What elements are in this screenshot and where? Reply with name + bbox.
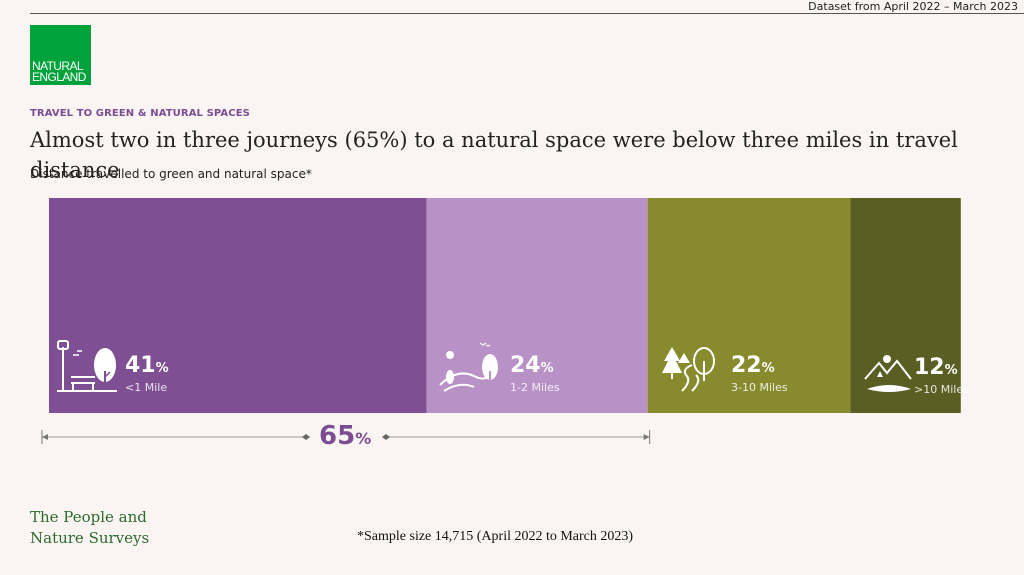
- segment-value: 41%: [125, 354, 169, 381]
- dataset-note: Dataset from April 2022 – March 2023: [808, 0, 1018, 13]
- segment-category: 3-10 Miles: [731, 381, 788, 394]
- logo-line-2: ENGLAND: [32, 70, 86, 84]
- segment-value-unit: %: [761, 361, 775, 376]
- bracket-value: 65%: [319, 421, 371, 451]
- segment-category: <1 Mile: [125, 381, 168, 394]
- segment-value-number: 24: [510, 353, 541, 378]
- park-bench-tree-icon: [57, 340, 117, 392]
- bracket-value-unit: %: [355, 429, 372, 448]
- bracket-65: [41, 430, 651, 444]
- chart-subtitle: Distance travelled to green and natural …: [30, 167, 312, 181]
- mountain-lake-icon: [864, 355, 912, 392]
- bracket-arrow-right: [643, 434, 650, 440]
- bar-segment-4: [850, 198, 961, 413]
- bracket-diamond-left: [302, 434, 310, 440]
- bracket-arrow-left: [42, 434, 48, 440]
- headline: Almost two in three journeys (65%) to a …: [30, 128, 958, 182]
- segment-label-1: 41% <1 Mile: [125, 354, 169, 395]
- segment-value-number: 41: [125, 353, 156, 378]
- segment-category: >10 Miles: [914, 383, 969, 396]
- segment-value: 24%: [510, 354, 560, 381]
- segment-value-unit: %: [944, 363, 958, 378]
- segment-label-3: 22% 3-10 Miles: [731, 354, 788, 395]
- top-rule: [30, 13, 1024, 14]
- segment-value-number: 12: [914, 355, 945, 380]
- segment-value: 22%: [731, 354, 788, 381]
- bar-segment-2: [426, 198, 648, 413]
- segment-category: 1-2 Miles: [510, 381, 560, 394]
- hills-tree-icon: [439, 342, 498, 392]
- segment-label-2: 24% 1-2 Miles: [510, 354, 560, 395]
- bracket-diamond-right: [382, 434, 390, 440]
- segment-value-unit: %: [540, 361, 554, 376]
- natural-england-logo: NATURAL ENGLAND: [30, 25, 91, 85]
- logo-line-1: NATURAL: [32, 59, 84, 73]
- brand-line-1: The People and: [30, 508, 147, 526]
- segment-label-4: 12% >10 Miles: [914, 356, 969, 397]
- segment-icons: [57, 340, 912, 392]
- bar-segments: [49, 198, 961, 413]
- section-eyebrow: TRAVEL TO GREEN & NATURAL SPACES: [30, 108, 250, 119]
- people-and-nature-brand: The People and Nature Surveys: [30, 507, 170, 549]
- bracket-value-number: 65: [319, 421, 356, 451]
- bar-segment-3: [647, 198, 851, 413]
- segment-value-number: 22: [731, 353, 762, 378]
- segment-value: 12%: [914, 356, 969, 383]
- segment-value-unit: %: [155, 361, 169, 376]
- forest-path-icon: [662, 347, 715, 392]
- footnote: *Sample size 14,715 (April 2022 to March…: [357, 529, 634, 544]
- brand-line-2: Nature Surveys: [30, 529, 150, 547]
